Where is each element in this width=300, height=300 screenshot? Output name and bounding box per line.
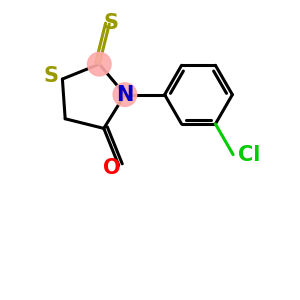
Circle shape [113, 83, 137, 106]
Text: Cl: Cl [238, 145, 260, 165]
Text: S: S [103, 13, 118, 33]
Text: S: S [44, 66, 59, 86]
Text: O: O [103, 158, 120, 178]
Circle shape [88, 52, 111, 76]
Text: N: N [116, 85, 134, 105]
